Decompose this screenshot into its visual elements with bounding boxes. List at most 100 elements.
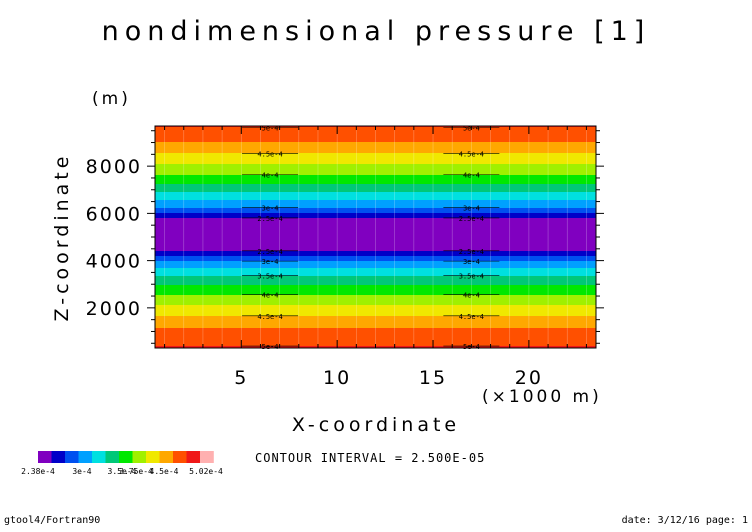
contour-band [155,253,596,255]
contour-band [155,200,596,202]
contour-band [155,281,596,283]
y-tick-label: 2000 [86,298,142,320]
contour-band [155,273,596,275]
contour-band [155,201,596,203]
contour-band [155,183,596,185]
contour-band [155,263,596,265]
contour-band [155,332,596,334]
contour-band [155,204,596,206]
colorbar-swatch [119,451,133,463]
contour-band [155,184,596,186]
contour-label: 5e-4 [463,343,480,351]
contour-band [155,169,596,171]
contour-band [155,299,596,301]
contour-band [155,328,596,330]
contour-band [155,238,596,240]
contour-band [155,288,596,290]
contour-band [155,189,596,191]
x-axis-label: X-coordinate [292,414,460,436]
contour-band [155,139,596,141]
contour-band [155,287,596,289]
contour-band [155,289,596,291]
y-axis-label: Z-coordinate [51,153,73,322]
contour-band [155,195,596,197]
contour-band [155,248,596,250]
contour-band [155,306,596,308]
contour-band [155,329,596,331]
contour-band [155,153,596,155]
contour-band [155,224,596,226]
y-tick-label: 6000 [86,203,142,225]
colorbar-swatch [200,451,214,463]
colorbar-label: 5.02e-4 [189,467,223,476]
contour-band [155,268,596,270]
x-tick-label: 5 [234,367,248,389]
contour-label: 2.5e-4 [257,248,282,256]
colorbar-swatch [92,451,106,463]
colorbar-swatch [186,451,201,463]
contour-band [155,284,596,286]
contour-band [155,297,596,299]
plot-frame [154,125,597,349]
contour-band [155,257,596,259]
contour-band [155,292,596,294]
contour-band [155,220,596,222]
contour-band [155,262,596,264]
contour-band [155,272,596,274]
contour-band [155,198,596,200]
contour-band [155,309,596,311]
contour-band [155,278,596,280]
contour-band [155,163,596,165]
contour-band [155,181,596,183]
contour-band [155,334,596,336]
contour-band [155,146,596,148]
contour-band [155,228,596,230]
contour-band [155,285,596,287]
contour-band [155,275,596,277]
contour-label: 4.5e-4 [459,313,484,321]
contour-band [155,135,596,137]
contour-band [155,159,596,161]
contour-band [155,147,596,149]
contour-band [155,202,596,204]
contour-band [155,130,596,132]
contour-band [155,293,596,295]
contour-band [155,168,596,170]
contour-band [155,136,596,138]
contour-band [155,158,596,160]
contour-label: 3e-4 [463,258,480,266]
contour-band [155,261,596,263]
contour-label: 2.5e-4 [257,215,282,223]
contour-band [155,241,596,243]
contour-band [155,252,596,254]
contour-labels: 5e-4 5e-4 5e-4 5e-4 4.5e-4 4.5e-4 4.5e-4 4.5e-4… [242,124,500,351]
contour-band [155,207,596,209]
contour-band [155,291,596,293]
contour-band [155,326,596,328]
contour-band [155,170,596,172]
contour-band [155,179,596,181]
colorbar-swatch [146,451,160,463]
contour-band [155,212,596,214]
contour-band [155,279,596,281]
contour-band [155,176,596,178]
contour-band [155,141,596,143]
contour-band [155,339,596,341]
colorbar-swatch [159,451,174,463]
colorbar-swatch [132,451,147,463]
contour-band [155,215,596,217]
contour-band [155,269,596,271]
contour-band [155,188,596,190]
contour-band [155,185,596,187]
colorbar-swatch [105,451,120,463]
contour-label: 3.5e-4 [459,273,484,281]
contour-band [155,196,596,198]
contour-band [155,161,596,163]
contour-band [155,239,596,241]
contour-band [155,231,596,233]
contour-band [155,308,596,310]
colorbar-labels: 2.38e-4 3e-4 3.5e-43.75e-44.5e-4 5.02e-4 [21,467,223,476]
y-tick-label: 4000 [86,251,142,273]
contour-band [155,148,596,150]
contour-band [155,134,596,136]
